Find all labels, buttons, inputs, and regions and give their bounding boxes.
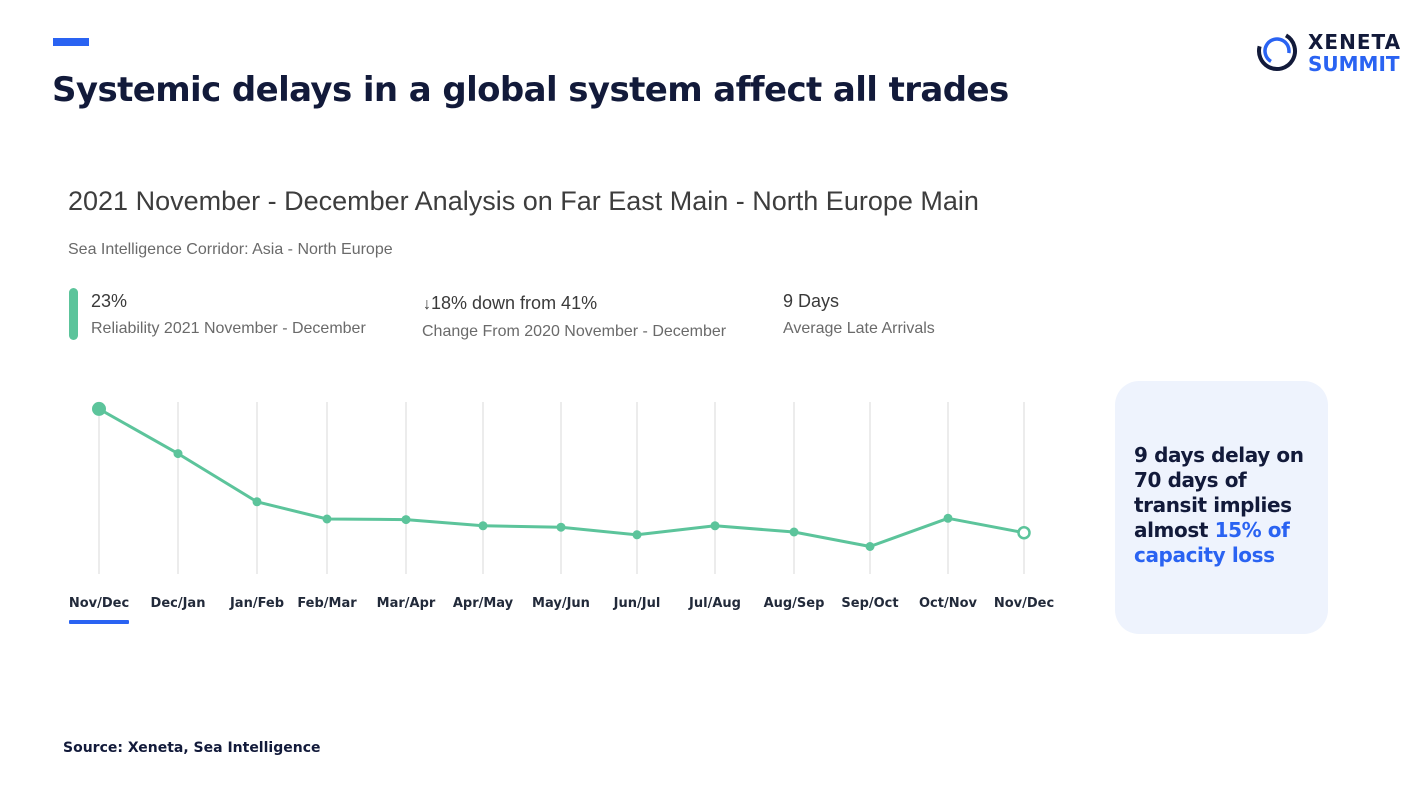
x-tick-label-12: Nov/Dec [994,596,1054,611]
kpi-change-text: 18% down from 41% [431,293,598,313]
x-tick-label-0: Nov/Dec [69,596,129,611]
kpi-reliability-value: 23% [91,291,128,311]
data-point-2 [252,497,262,507]
logo-text-summit: SUMMIT [1308,52,1400,76]
x-tick-label-9: Aug/Sep [764,596,825,611]
chart-title: 2021 November - December Analysis on Far… [68,186,979,216]
x-tick-label-4: Mar/Apr [377,596,436,611]
callout-highlight: 15% of capacity loss [1134,518,1290,567]
logo-text-xeneta: XENETA [1308,30,1402,54]
data-point-6 [556,522,566,532]
x-tick-label-6: May/Jun [532,596,590,611]
data-point-7 [632,530,642,540]
data-point-12 [1017,525,1031,540]
data-point-11 [943,513,953,523]
data-point-9 [789,527,799,537]
data-point-1 [173,449,183,459]
data-point-5 [478,521,488,531]
kpi-indicator-bar [69,288,78,340]
kpi-reliability-label: Reliability 2021 November - December [91,320,366,337]
x-tick-label-7: Jun/Jul [613,596,661,611]
callout-text: 9 days delay on 70 days of transit impli… [1134,443,1320,568]
kpi-late-value: 9 Days [783,291,840,311]
data-point-0 [92,401,106,416]
logo-ring-icon [1257,31,1297,71]
x-tick-label-2: Jan/Feb [229,596,284,611]
reliability-line-chart: Nov/Dec Dec/Jan Jan/Feb Feb/Mar Mar/Apr Apr/M… [69,401,1054,624]
page-title: Systemic delays in a global system affec… [52,70,1009,110]
data-point-4 [401,515,411,525]
source-note: Source: Xeneta, Sea Intelligence [63,740,321,756]
x-tick-label-8: Jul/Aug [688,596,741,611]
data-point-10 [865,542,875,551]
x-tick-label-3: Feb/Mar [297,596,357,611]
selected-period-underline [69,620,129,624]
arrow-down-icon: ↓ [423,296,431,313]
callout-text-main: 9 days delay on 70 days of transit impli… [1134,443,1304,542]
title-accent-bar [53,38,89,46]
kpi-change-value: ↓18% down from 41% [423,293,597,314]
x-tick-label-1: Dec/Jan [151,596,206,611]
xeneta-summit-logo: XENETA SUMMIT [1254,28,1404,76]
chart-subtitle: Sea Intelligence Corridor: Asia - North … [68,241,393,258]
x-tick-label-11: Oct/Nov [919,596,978,611]
kpi-change-label: Change From 2020 November - December [422,323,727,340]
data-point-8 [710,521,720,531]
data-point-3 [322,514,332,524]
insight-callout: 9 days delay on 70 days of transit impli… [1115,381,1328,634]
kpi-late-label: Average Late Arrivals [783,320,935,337]
x-tick-label-10: Sep/Oct [841,596,898,611]
x-tick-label-5: Apr/May [453,596,514,611]
